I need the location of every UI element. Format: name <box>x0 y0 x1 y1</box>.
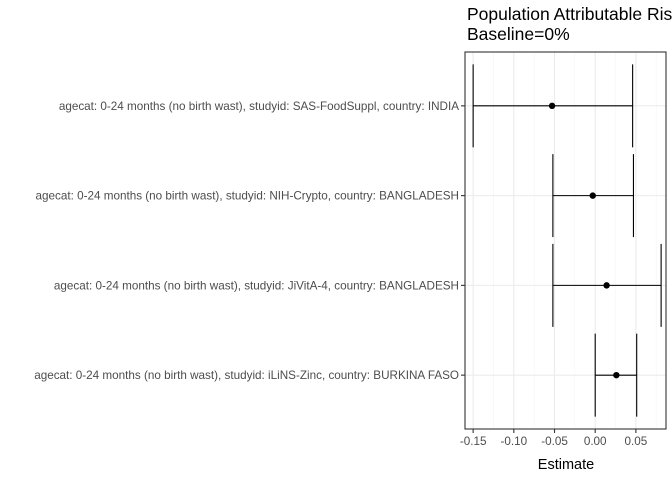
category-label: agecat: 0-24 months (no birth wast), stu… <box>35 190 459 203</box>
x-tick-label: -0.10 <box>501 435 528 448</box>
point-estimate <box>548 102 556 110</box>
x-axis: -0.15 -0.10 -0.05 0.00 0.05 <box>460 429 648 448</box>
forest-row <box>552 243 662 327</box>
point-estimate <box>589 192 596 199</box>
x-axis-title: Estimate <box>538 457 594 473</box>
grid-lines <box>465 52 666 429</box>
category-label: agecat: 0-24 months (no birth wast), stu… <box>34 369 459 382</box>
forest-row <box>552 154 634 238</box>
forest-row <box>594 333 638 417</box>
x-tick-label: 0.05 <box>625 435 648 448</box>
data-rows <box>464 51 667 430</box>
x-tick-label: -0.15 <box>460 435 487 448</box>
x-tick-label: 0.00 <box>584 435 607 448</box>
point-estimate <box>613 371 620 379</box>
chart-subtitle: Baseline=0% <box>467 24 570 44</box>
forest-row <box>472 64 634 148</box>
category-labels: agecat: 0-24 months (no birth wast), stu… <box>34 100 465 382</box>
category-label: agecat: 0-24 months (no birth wast), stu… <box>54 279 459 292</box>
point-estimate <box>603 282 610 289</box>
panel-border <box>464 51 667 430</box>
chart-title: Population Attributable Ris <box>467 4 672 24</box>
x-tick-label: -0.05 <box>541 435 568 448</box>
category-label: agecat: 0-24 months (no birth wast), stu… <box>59 100 459 113</box>
